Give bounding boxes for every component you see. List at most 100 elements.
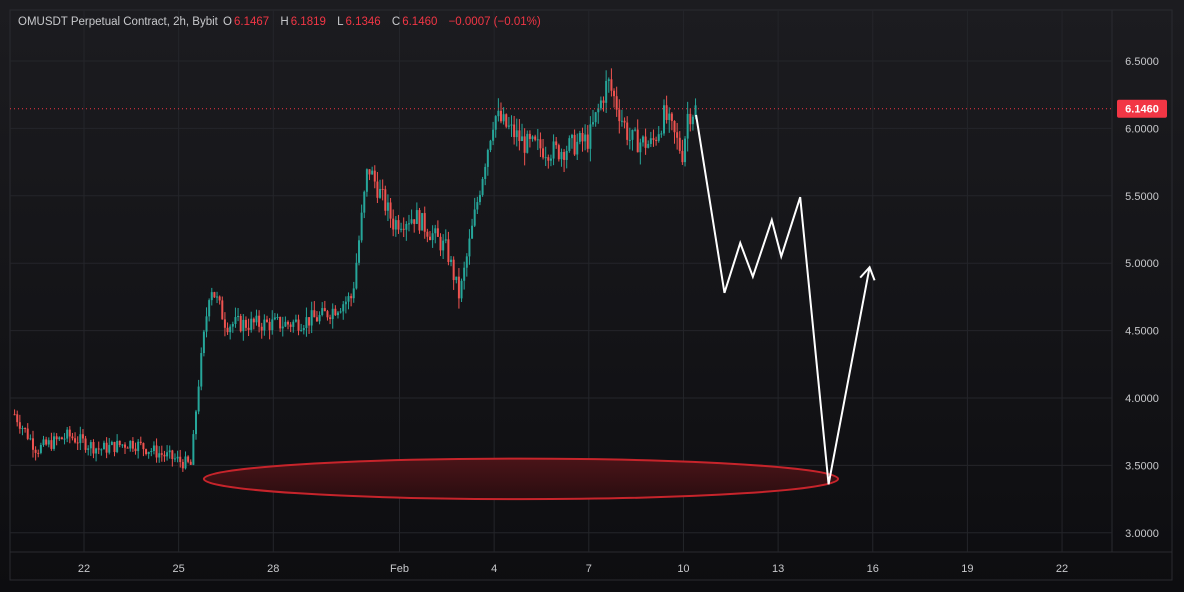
candle — [239, 313, 242, 333]
candle-body — [494, 116, 497, 130]
price-axis[interactable]: 6.5000 6.0000 5.5000 5.0000 4.5000 4.0000 3.50… — [1125, 56, 1159, 540]
candle — [568, 135, 571, 153]
candle — [284, 316, 287, 328]
candle-body — [171, 450, 174, 460]
candle-body — [434, 228, 437, 234]
candle — [415, 202, 418, 225]
candle — [37, 449, 40, 458]
candle-body — [87, 448, 90, 450]
candle — [691, 114, 694, 131]
candle-body — [615, 96, 618, 110]
candle-body — [108, 444, 111, 453]
candle — [636, 119, 639, 153]
open-value: 6.1467 — [234, 16, 270, 28]
legend-header: OMUSDT Perpetual Contract, 2h, Bybit O 6.… — [18, 16, 549, 28]
candle-body — [18, 422, 21, 429]
candle — [74, 432, 77, 444]
candle-body — [192, 434, 195, 465]
candle — [573, 129, 576, 156]
candle — [384, 185, 387, 216]
candle-body — [381, 188, 384, 190]
candle-body — [339, 311, 342, 313]
candle — [287, 320, 290, 330]
candle-body — [665, 105, 668, 120]
candle — [597, 103, 600, 124]
candle-body — [234, 317, 237, 324]
candle — [226, 322, 229, 335]
candle — [166, 445, 169, 461]
candle-body — [208, 300, 211, 317]
candle-body — [431, 233, 434, 241]
candle-body — [242, 319, 245, 332]
candle-body — [289, 324, 292, 327]
candle — [200, 347, 203, 391]
candle-body — [66, 429, 69, 439]
candle — [350, 293, 353, 307]
x-tick-label: 25 — [173, 563, 185, 575]
candle — [439, 233, 442, 257]
candle-body — [563, 152, 566, 160]
candle-body — [308, 317, 311, 326]
candle-body — [347, 296, 350, 302]
candle — [618, 99, 621, 134]
candle-body — [407, 223, 410, 225]
candle — [547, 154, 550, 169]
candle — [63, 433, 66, 445]
candle — [197, 379, 200, 415]
candle-body — [166, 452, 169, 457]
candle — [660, 130, 663, 138]
candle — [202, 329, 205, 357]
candle-body — [50, 440, 53, 449]
candle — [116, 434, 119, 454]
candle-body — [607, 79, 610, 81]
candle-body — [134, 448, 137, 452]
candle-body — [599, 100, 602, 109]
support-zone-ellipse — [202, 457, 840, 501]
candle-body — [478, 194, 481, 203]
candle-body — [592, 122, 595, 125]
candle-body — [271, 319, 274, 331]
candle — [394, 216, 397, 237]
candle — [681, 139, 684, 165]
candle-body — [515, 130, 518, 138]
candle — [392, 209, 395, 237]
candle — [623, 117, 626, 129]
candle — [536, 128, 539, 151]
candle — [678, 131, 681, 154]
candle — [231, 321, 234, 333]
candle — [181, 459, 184, 472]
candle-body — [536, 139, 539, 141]
candle-body — [457, 276, 460, 299]
candle — [268, 318, 271, 340]
candle-body — [673, 120, 676, 133]
candle-body — [655, 139, 658, 141]
candle — [670, 112, 673, 131]
candle-body — [368, 169, 371, 175]
candle — [171, 449, 174, 467]
candle-body — [24, 428, 27, 430]
chart-frame — [9, 9, 1173, 581]
candle-body — [597, 108, 600, 113]
candle-body — [100, 449, 103, 451]
x-tick-label: 28 — [267, 563, 279, 575]
candle-body — [37, 452, 40, 454]
candle — [665, 95, 668, 124]
candle — [486, 148, 489, 176]
candle — [363, 190, 366, 219]
candle-body — [686, 113, 689, 139]
candle-body — [187, 456, 190, 462]
candle-body — [179, 456, 182, 462]
candle-body — [26, 428, 29, 439]
candle — [368, 169, 371, 181]
candle-body — [618, 109, 621, 122]
last-price-label: 6.1460 — [1125, 104, 1159, 116]
time-axis[interactable]: 22 25 28 Feb 4 7 10 13 16 19 22 — [78, 563, 1068, 575]
candle-body — [415, 210, 418, 224]
candle — [331, 303, 334, 329]
candle-body — [386, 202, 389, 211]
candle-body — [121, 444, 124, 446]
candle — [176, 450, 179, 463]
candle-body — [210, 292, 213, 301]
candle-body — [239, 315, 242, 332]
